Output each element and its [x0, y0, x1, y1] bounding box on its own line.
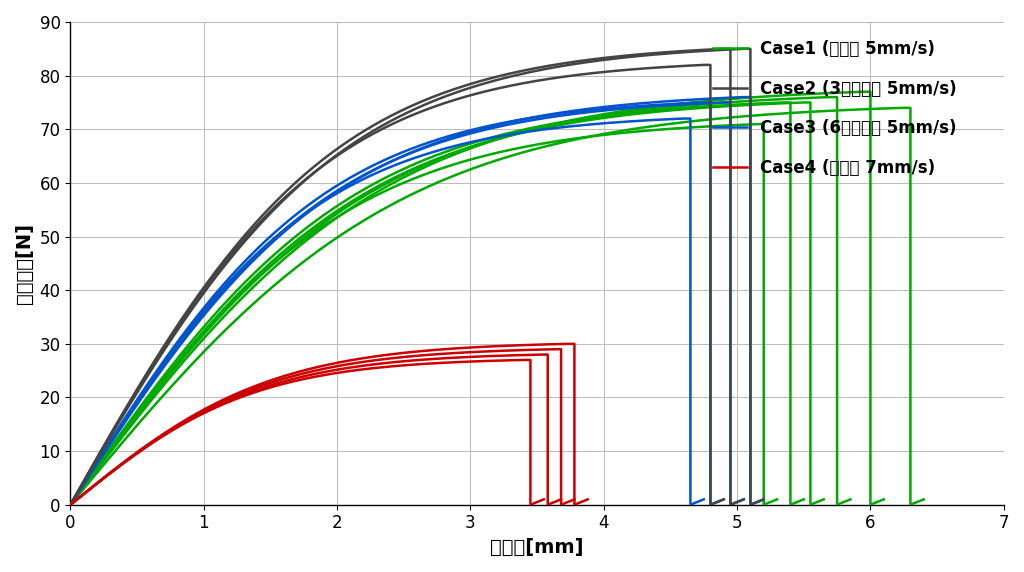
Case4 (未暴露 7mm/s) — [227, 396, 240, 403]
Case4 (未暴露 7mm/s) — [524, 501, 537, 508]
Case3 (6ケ月相当 5mm/s) — [517, 129, 529, 136]
Case3 (6ケ月相当 5mm/s) — [684, 501, 696, 508]
Case1 (未暴露 5mm/s) — [224, 300, 237, 307]
Case1 (未暴露 5mm/s) — [602, 131, 614, 138]
Case3 (6ケ月相当 5mm/s) — [357, 176, 370, 182]
Case3 (6ケ月相当 5mm/s) — [616, 118, 629, 125]
Line: Case2 (3ケ月相当 5mm/s): Case2 (3ケ月相当 5mm/s) — [71, 65, 724, 505]
Case4 (未暴露 7mm/s) — [538, 496, 550, 503]
Case4 (未暴露 7mm/s) — [474, 358, 486, 364]
Case1 (未暴露 5mm/s) — [758, 501, 770, 508]
Case4 (未暴露 7mm/s) — [214, 402, 226, 409]
X-axis label: たわみ[mm]: たわみ[mm] — [490, 538, 584, 557]
Case1 (未暴露 5mm/s) — [572, 134, 585, 141]
Case2 (3ケ月相当 5mm/s) — [291, 183, 303, 190]
Case4 (未暴露 7mm/s) — [283, 379, 295, 386]
Case4 (未暴露 7mm/s) — [520, 356, 532, 363]
Case1 (未暴露 5mm/s) — [312, 226, 325, 233]
Case2 (3ケ月相当 5mm/s) — [718, 496, 730, 503]
Case3 (6ケ月相当 5mm/s) — [265, 237, 278, 244]
Case4 (未暴露 7mm/s) — [386, 363, 398, 370]
Case1 (未暴露 5mm/s) — [663, 125, 675, 132]
Case4 (未暴露 7mm/s) — [65, 501, 77, 508]
Case3 (6ケ月相当 5mm/s) — [697, 496, 710, 503]
Case4 (未暴露 7mm/s) — [401, 362, 414, 368]
Case1 (未暴露 5mm/s) — [131, 410, 143, 416]
Case2 (3ケ月相当 5mm/s) — [634, 65, 646, 72]
Line: Case1 (未暴露 5mm/s): Case1 (未暴露 5mm/s) — [71, 124, 777, 505]
Line: Case4 (未暴露 7mm/s): Case4 (未暴露 7mm/s) — [71, 360, 544, 505]
Line: Case3 (6ケ月相当 5mm/s): Case3 (6ケ月相当 5mm/s) — [71, 118, 703, 505]
Case2 (3ケ月相当 5mm/s) — [532, 77, 545, 84]
Case1 (未暴露 5mm/s) — [65, 501, 77, 508]
Case2 (3ケ月相当 5mm/s) — [511, 81, 523, 88]
Case2 (3ケ月相当 5mm/s) — [368, 130, 380, 137]
Case3 (6ケ月相当 5mm/s) — [65, 501, 77, 508]
Case3 (6ケ月相当 5mm/s) — [678, 115, 690, 122]
Case2 (3ケ月相当 5mm/s) — [271, 201, 284, 208]
Case3 (6ケ月相当 5mm/s) — [284, 222, 296, 229]
Y-axis label: 曲げ荷重[N]: 曲げ荷重[N] — [15, 223, 34, 304]
Case2 (3ケ月相当 5mm/s) — [705, 501, 717, 508]
Case3 (6ケ月相当 5mm/s) — [497, 132, 509, 139]
Case1 (未暴露 5mm/s) — [771, 496, 783, 503]
Case2 (3ケ月相当 5mm/s) — [697, 61, 710, 68]
Legend: Case1 (未暴露 5mm/s), Case2 (3ケ月相当 5mm/s), Case3 (6ケ月相当 5mm/s), Case4 (未暴露 7mm/s): Case1 (未暴露 5mm/s), Case2 (3ケ月相当 5mm/s), … — [714, 40, 956, 177]
Case1 (未暴露 5mm/s) — [758, 121, 770, 128]
Case2 (3ケ月相当 5mm/s) — [65, 501, 77, 508]
